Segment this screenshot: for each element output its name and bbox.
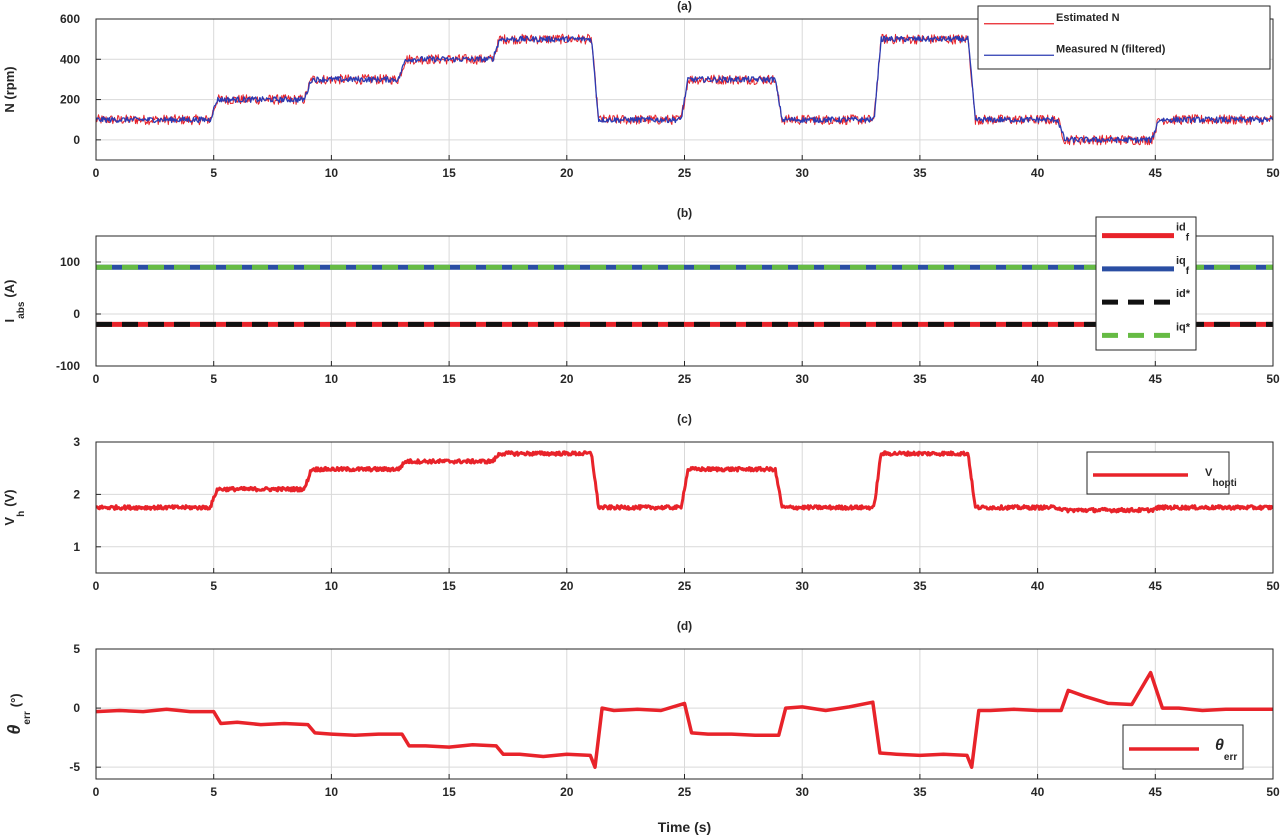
x-tick-label: 15 xyxy=(442,372,456,386)
x-tick-label: 40 xyxy=(1031,785,1045,799)
x-tick-label: 15 xyxy=(442,166,456,180)
x-tick-label: 45 xyxy=(1149,785,1163,799)
x-tick-label: 15 xyxy=(442,579,456,593)
y-axis-label: Iabs(A) xyxy=(2,280,27,323)
y-tick-label: 3 xyxy=(73,435,80,449)
panel-a: 0 5 10 15 20 25 30 35 40 45 50 0 200 400 600 (a) N (rpm)… xyxy=(2,0,1280,180)
x-tick-label: 30 xyxy=(796,785,810,799)
x-tick-label: 45 xyxy=(1149,579,1163,593)
x-tick-label: 10 xyxy=(325,372,339,386)
legend-box xyxy=(1122,724,1244,770)
legend-label-4: iq* xyxy=(1176,321,1191,333)
y-tick-label: 0 xyxy=(73,307,80,321)
x-tick-label: 45 xyxy=(1149,166,1163,180)
x-tick-label: 40 xyxy=(1031,166,1045,180)
y-tick-label: -100 xyxy=(56,359,80,373)
x-tick-label: 20 xyxy=(560,785,574,799)
panel-title: (c) xyxy=(677,412,692,426)
x-tick-label: 30 xyxy=(796,579,810,593)
panel-b: 0 5 10 15 20 25 30 35 40 45 50 -100 0 100 (b) Iabs(A) id… xyxy=(2,206,1280,386)
plot-area xyxy=(96,33,1273,146)
x-tick-label: 35 xyxy=(913,372,927,386)
legend: Vhopti xyxy=(1086,451,1237,495)
panel-c: 0 5 10 15 20 25 30 35 40 45 50 1 2 3 (c) Vh(V) Vhopti xyxy=(2,412,1280,593)
x-tick-label: 0 xyxy=(93,166,100,180)
x-tick-label: 40 xyxy=(1031,579,1045,593)
legend-label-1: Vhopti xyxy=(1205,467,1237,489)
x-tick-label: 0 xyxy=(93,579,100,593)
series-line-1 xyxy=(96,670,1273,769)
x-tick-label: 25 xyxy=(678,372,692,386)
x-tick-label: 25 xyxy=(678,579,692,593)
x-tick-label: 50 xyxy=(1266,785,1280,799)
legend-label-1: Estimated N xyxy=(1056,12,1120,24)
legend-label-3: id* xyxy=(1176,288,1191,300)
x-tick-label: 50 xyxy=(1266,372,1280,386)
x-tick-label: 10 xyxy=(325,579,339,593)
series-line-1 xyxy=(96,33,1273,146)
legend: θerr xyxy=(1122,724,1244,770)
y-tick-label: 100 xyxy=(60,255,80,269)
x-tick-label: 0 xyxy=(93,372,100,386)
x-tick-label: 20 xyxy=(560,579,574,593)
x-tick-label: 0 xyxy=(93,785,100,799)
y-tick-label: 400 xyxy=(60,52,80,66)
legend: Estimated N Measured N (filtered) xyxy=(977,5,1271,70)
x-tick-label: 50 xyxy=(1266,579,1280,593)
x-tick-label: 30 xyxy=(796,166,810,180)
x-tick-label: 5 xyxy=(210,166,217,180)
x-tick-label: 5 xyxy=(210,372,217,386)
x-tick-label: 5 xyxy=(210,785,217,799)
y-tick-label: 0 xyxy=(73,133,80,147)
x-axis-label: Time (s) xyxy=(658,819,711,835)
x-tick-label: 35 xyxy=(913,785,927,799)
x-tick-label: 40 xyxy=(1031,372,1045,386)
x-tick-label: 50 xyxy=(1266,166,1280,180)
panel-d: 0 5 10 15 20 25 30 35 40 45 50 -5 0 5 (d) θerr(°) θerr xyxy=(4,619,1280,799)
plot-area xyxy=(96,264,1273,327)
x-tick-label: 20 xyxy=(560,372,574,386)
x-tick-label: 10 xyxy=(325,166,339,180)
y-axis-label: N (rpm) xyxy=(2,66,17,112)
y-tick-label: 5 xyxy=(73,642,80,656)
y-tick-label: 0 xyxy=(73,701,80,715)
x-tick-label: 5 xyxy=(210,579,217,593)
legend-label-2: Measured N (filtered) xyxy=(1056,43,1166,55)
legend-box xyxy=(1086,451,1230,495)
x-tick-label: 35 xyxy=(913,579,927,593)
x-tick-label: 25 xyxy=(678,166,692,180)
y-tick-label: 2 xyxy=(73,487,80,501)
x-tick-label: 20 xyxy=(560,166,574,180)
legend-box xyxy=(1095,216,1197,351)
y-tick-label: 600 xyxy=(60,12,80,26)
x-tick-label: 45 xyxy=(1149,372,1163,386)
legend-box xyxy=(977,5,1271,70)
plot-area xyxy=(96,450,1273,514)
legend-label-1: idf xyxy=(1176,222,1190,244)
x-tick-label: 35 xyxy=(913,166,927,180)
legend: idf iqf id* iq* xyxy=(1095,216,1197,351)
y-tick-label: 200 xyxy=(60,93,80,107)
x-tick-label: 10 xyxy=(325,785,339,799)
legend-label-1: θerr xyxy=(1215,737,1237,763)
series-line-1 xyxy=(96,450,1273,514)
series-line-2 xyxy=(96,35,1273,144)
x-tick-label: 15 xyxy=(442,785,456,799)
panel-title: (b) xyxy=(677,206,692,220)
legend-label-2: iqf xyxy=(1176,255,1190,277)
panel-title: (a) xyxy=(677,0,692,13)
y-tick-label: 1 xyxy=(73,540,80,554)
plot-area xyxy=(96,670,1273,769)
y-tick-label: -5 xyxy=(69,760,80,774)
y-axis-label: θerr(°) xyxy=(4,693,33,734)
y-axis-label: Vh(V) xyxy=(2,489,27,525)
panel-title: (d) xyxy=(677,619,692,633)
x-tick-label: 30 xyxy=(796,372,810,386)
x-tick-label: 25 xyxy=(678,785,692,799)
